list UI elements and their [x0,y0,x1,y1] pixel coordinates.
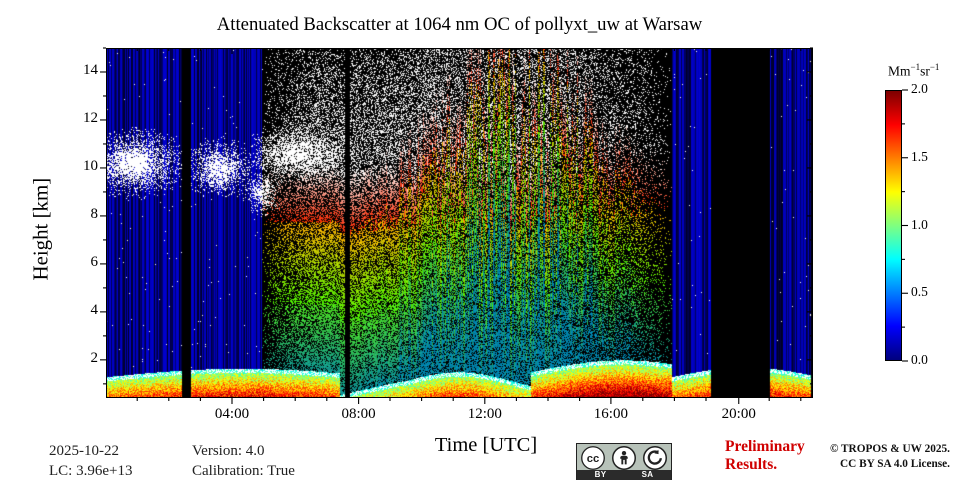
svg-text:cc: cc [587,453,600,465]
